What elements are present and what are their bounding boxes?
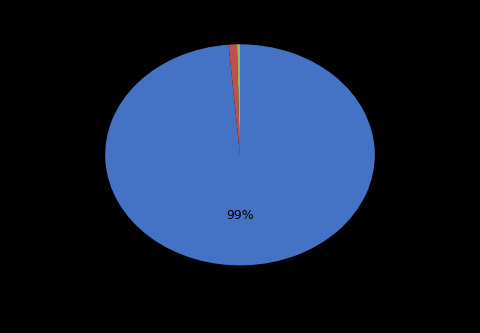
Wedge shape	[237, 44, 240, 155]
Text: 99%: 99%	[226, 209, 254, 222]
Wedge shape	[228, 44, 240, 155]
Text: 1%: 1%	[239, 26, 254, 36]
Wedge shape	[105, 44, 375, 265]
